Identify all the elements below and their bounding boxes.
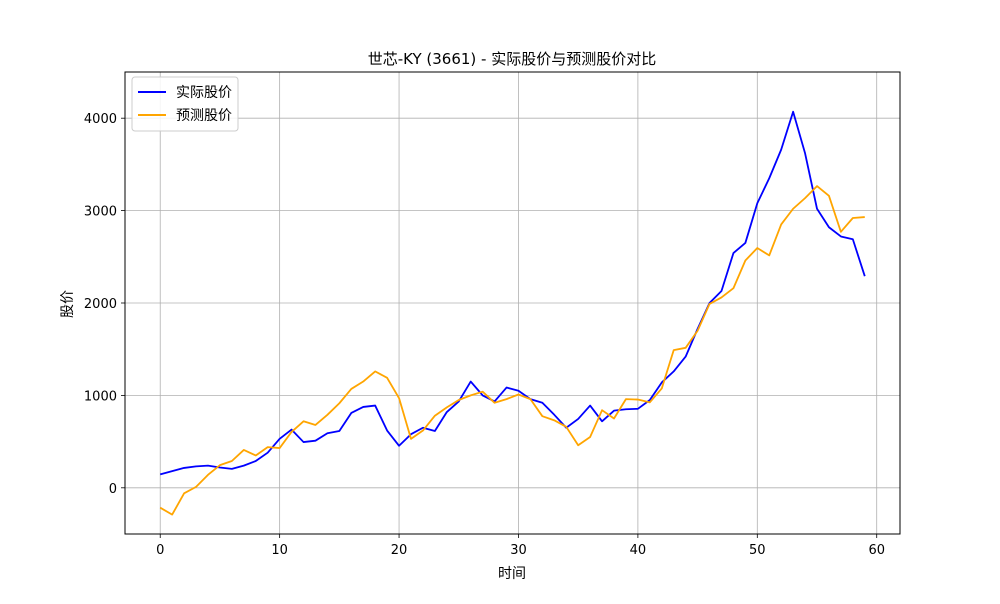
- x-tick-label: 0: [156, 543, 164, 558]
- actual-price-line: [159, 110, 866, 476]
- predicted-price-line: [159, 185, 865, 516]
- y-tick-label: 2000: [84, 297, 117, 312]
- chart-title: 世芯-KY (3661) - 实际股价与预测股价对比: [368, 50, 656, 68]
- legend-label-predicted: 预测股价: [176, 108, 232, 124]
- x-tick-label: 10: [271, 543, 288, 558]
- ticks: 0 10 20 30 40 50 60 0 1000 2000 3000 4000: [84, 112, 885, 558]
- y-axis-title: 股价: [60, 290, 76, 318]
- legend-box: [131, 76, 239, 132]
- x-tick-label: 40: [630, 543, 647, 558]
- x-tick-label: 20: [391, 543, 408, 558]
- y-tick-label: 0: [109, 482, 117, 497]
- y-tick-label: 4000: [84, 112, 117, 127]
- x-tick-label: 50: [749, 543, 766, 558]
- legend: 实际股价 预测股价: [131, 76, 239, 132]
- y-tick-label: 1000: [84, 389, 117, 404]
- grid: [125, 72, 900, 534]
- x-tick-label: 60: [868, 543, 885, 558]
- x-tick-label: 30: [510, 543, 527, 558]
- legend-label-actual: 实际股价: [176, 85, 232, 101]
- series-layer: [159, 110, 866, 516]
- x-axis-title: 时间: [498, 566, 526, 582]
- y-tick-label: 3000: [84, 205, 117, 220]
